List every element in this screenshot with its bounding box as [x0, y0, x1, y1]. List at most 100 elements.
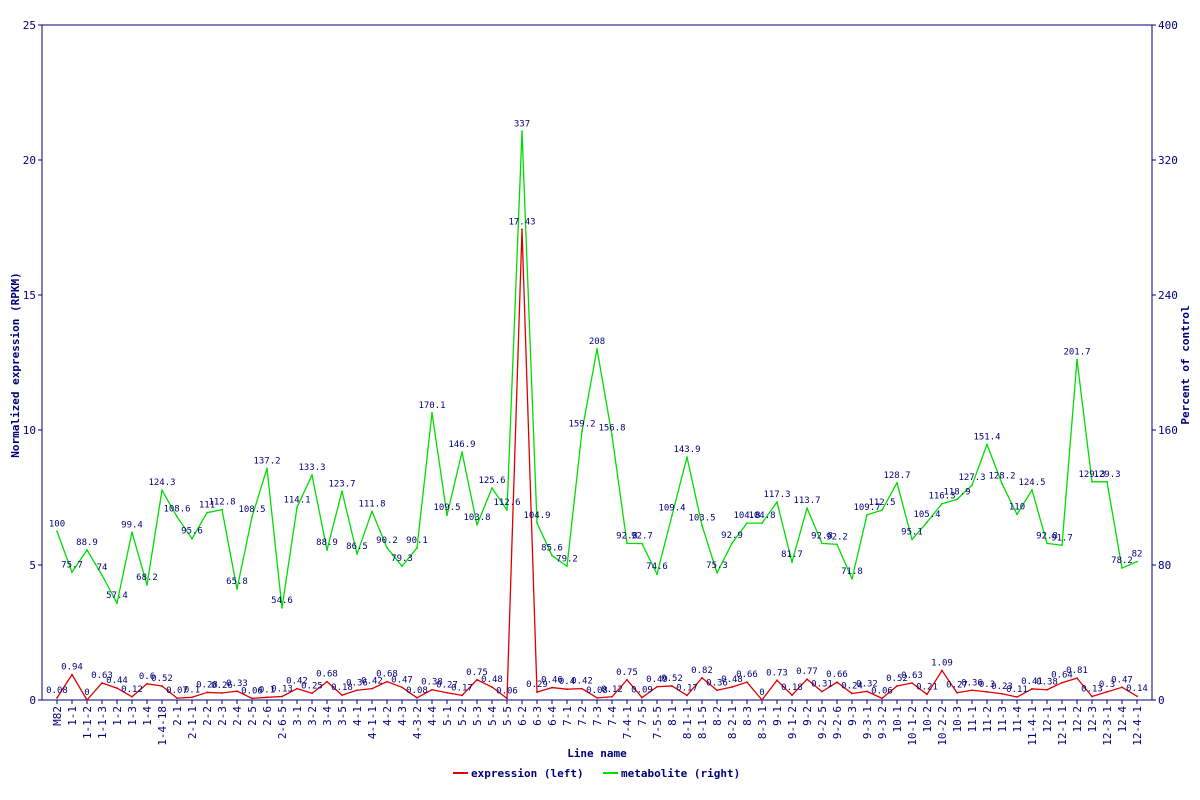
data-point: [566, 565, 568, 568]
data-label: 0.06: [871, 686, 893, 696]
data-label: 110: [1009, 502, 1025, 512]
data-point: [506, 509, 508, 511]
data-label: 0.3: [1099, 680, 1115, 690]
x-tick-label: 7-4: [606, 706, 619, 726]
data-label: 0.07: [166, 686, 188, 696]
data-point: [581, 687, 583, 690]
data-label: 170.1: [418, 401, 445, 411]
data-label: 0.68: [376, 670, 398, 680]
data-point: [746, 522, 748, 525]
data-point: [926, 521, 928, 524]
data-point: [866, 690, 868, 693]
x-tick-label: 9-1-2: [786, 706, 799, 739]
data-point: [476, 678, 478, 681]
data-label: 0.52: [661, 674, 683, 684]
data-point: [971, 689, 973, 692]
data-label: 0: [84, 688, 89, 698]
x-tick-label: 1-2: [111, 706, 124, 726]
x-tick-label: 4-3-2: [411, 706, 424, 739]
left-tick-label: 25: [23, 19, 36, 32]
data-point: [71, 673, 73, 676]
data-point: [266, 467, 268, 470]
data-point: [56, 530, 58, 533]
data-label: 108.5: [238, 505, 265, 515]
data-label: 0.18: [331, 683, 353, 693]
data-label: 0.38: [1036, 678, 1058, 688]
data-label: 0.1: [184, 685, 200, 695]
x-axis-label: Line name: [567, 747, 627, 760]
data-point: [1076, 677, 1078, 680]
data-point: [311, 692, 313, 695]
data-label: 129.3: [1093, 470, 1120, 480]
data-label: 124.5: [1018, 478, 1045, 488]
data-label: 75.3: [706, 561, 728, 571]
data-label: 92.7: [631, 532, 653, 542]
data-point: [521, 130, 523, 133]
data-label: 0.36: [346, 678, 368, 688]
data-point: [1001, 692, 1003, 695]
data-point: [866, 513, 868, 516]
data-label: 0.08: [586, 686, 608, 696]
x-tick-label: 2-1-1: [186, 706, 199, 739]
data-label: 79.2: [556, 554, 578, 564]
x-tick-label: 7-5: [636, 706, 649, 726]
x-tick-label: 11-1: [966, 706, 979, 733]
data-point: [956, 498, 958, 501]
x-tick-label: 4-4: [426, 706, 439, 726]
data-point: [941, 502, 943, 505]
data-point: [656, 685, 658, 688]
data-label: 0.4: [559, 677, 575, 687]
data-label: 81.7: [781, 550, 803, 560]
data-point: [311, 474, 313, 476]
data-point: [326, 549, 328, 551]
data-point: [491, 487, 493, 489]
x-tick-label: 8-3-1: [756, 706, 769, 739]
data-point: [401, 686, 403, 689]
data-label: 0.77: [796, 667, 818, 677]
data-point: [701, 524, 703, 527]
data-label: 0.1: [259, 685, 275, 695]
data-label: 0.06: [496, 686, 518, 696]
data-label: 0.31: [811, 680, 833, 690]
data-point: [371, 687, 373, 690]
data-point: [431, 412, 433, 414]
data-point: [776, 679, 778, 682]
x-tick-label: 8-3: [741, 706, 754, 726]
data-point: [491, 686, 493, 688]
data-point: [716, 572, 718, 574]
x-tick-label: 5-3: [471, 706, 484, 726]
data-point: [341, 694, 343, 697]
data-label: 0.17: [676, 683, 698, 693]
data-point: [1106, 691, 1108, 693]
data-point: [641, 542, 643, 545]
data-label: 109.7: [853, 503, 880, 513]
data-point: [86, 549, 88, 551]
data-point: [551, 554, 553, 557]
legend: expression (left) metabolite (right): [453, 767, 740, 780]
data-point: [626, 678, 628, 681]
data-label: 74: [97, 563, 108, 573]
left-tick-label: 20: [23, 154, 36, 167]
data-label: 146.9: [448, 440, 475, 450]
data-label: 0.46: [541, 676, 563, 686]
x-tick-label: 7-3: [591, 706, 604, 726]
data-point: [881, 509, 883, 512]
data-point: [386, 546, 388, 549]
data-point: [176, 515, 178, 518]
data-point: [1106, 480, 1108, 483]
data-label: 0.36: [961, 678, 983, 688]
data-label: 208: [589, 337, 605, 347]
data-label: 201.7: [1063, 348, 1090, 358]
data-label: 92.9: [721, 531, 743, 541]
data-point: [446, 691, 448, 694]
data-point: [911, 538, 913, 541]
data-label: 109.4: [658, 503, 685, 513]
data-label: 143.9: [673, 445, 700, 455]
data-point: [1121, 567, 1123, 569]
x-tick-label: 12-3-1: [1101, 706, 1114, 746]
plot-frame: [41, 24, 1153, 701]
data-label: 0.3: [979, 680, 995, 690]
data-label: 79.3: [391, 554, 413, 564]
data-label: 0.17: [451, 683, 473, 693]
